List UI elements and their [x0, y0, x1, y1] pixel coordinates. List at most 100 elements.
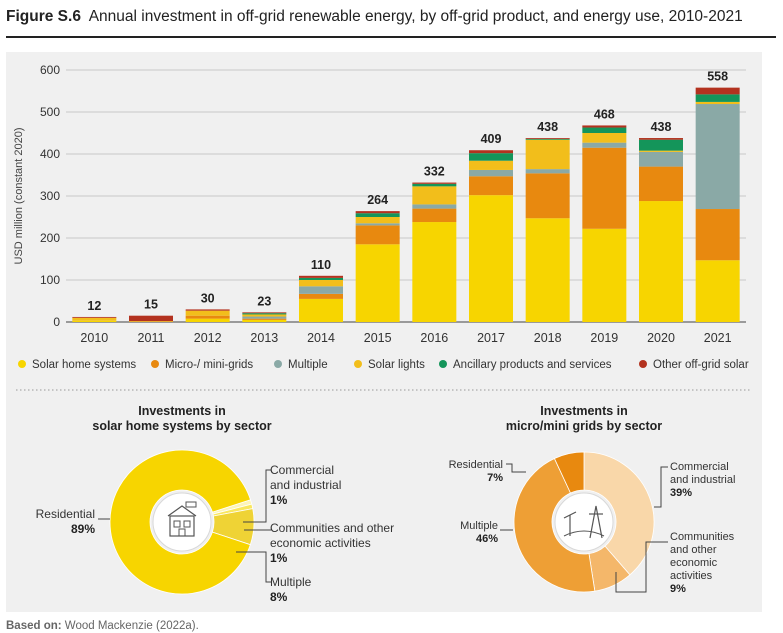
bar-segment: [299, 286, 343, 294]
bar-segment: [525, 173, 570, 219]
bar-segment: [412, 186, 457, 205]
bar-segment: [412, 222, 457, 322]
x-tick-label: 2014: [307, 331, 335, 345]
legend-swatch: [151, 360, 159, 368]
title-rule: [6, 36, 776, 38]
bar-segment: [695, 101, 740, 105]
bar-segment: [242, 312, 287, 314]
bar-total-label: 332: [424, 165, 445, 179]
bar-total-label: 468: [594, 107, 615, 121]
bar-segment: [185, 309, 230, 311]
legend-item-label: Micro-/ mini-grids: [165, 359, 253, 371]
donut-title-line: micro/mini grids by sector: [506, 419, 662, 433]
bar-segment: [299, 298, 343, 322]
bar-segment: [355, 244, 400, 322]
bar-total-label: 30: [201, 291, 215, 305]
bar-total-label: 264: [367, 193, 388, 207]
pylon-icon-body: [589, 505, 603, 539]
bar-segment: [242, 318, 287, 320]
y-tick-label: 300: [40, 189, 60, 203]
power-grid-icon: [563, 505, 605, 539]
solar-panel-icon: [185, 501, 197, 508]
figure-caption: Annual investment in off-grid renewable …: [88, 8, 743, 25]
legend-swatch: [439, 360, 447, 368]
bar-segment: [355, 211, 400, 214]
slice-value-label: 39%: [670, 487, 692, 499]
bar-segment: [639, 150, 683, 152]
bar-segment: [355, 213, 400, 217]
bar-total-label: 110: [311, 258, 331, 272]
legend-swatch: [18, 360, 26, 368]
source-label: Based on:: [6, 620, 62, 632]
bar-total-label: 558: [707, 70, 728, 84]
slice-value-label: 9%: [670, 583, 686, 595]
bar-segment: [469, 150, 513, 154]
donut-slice: [553, 451, 585, 494]
x-tick-label: 2011: [138, 331, 165, 345]
legend-item-label: Ancillary products and services: [453, 359, 612, 371]
bar-segment: [242, 313, 287, 315]
house-icon-door: [178, 528, 186, 537]
bar-segment: [355, 223, 400, 226]
bar-segment: [412, 208, 457, 223]
bar-segment: [412, 204, 457, 209]
bar-total-label: 438: [537, 120, 558, 134]
bar-segment: [582, 133, 627, 143]
bar-segment: [185, 310, 230, 316]
bar-segment: [72, 320, 117, 322]
bar-total-label: 409: [481, 132, 502, 146]
bar-segment: [582, 228, 627, 322]
bar-segment: [582, 142, 627, 148]
x-tick-label: 2017: [477, 331, 505, 345]
legend-item-label: Solar lights: [368, 359, 425, 371]
slice-label: Residential: [36, 507, 95, 521]
slice-label: Communities and other: [270, 521, 394, 535]
bar-segment: [639, 166, 683, 202]
donut-hole: [152, 492, 212, 552]
y-tick-label: 500: [40, 105, 60, 119]
y-tick-label: 600: [40, 63, 60, 77]
slice-label: Communities: [670, 531, 735, 543]
y-tick-label: 100: [40, 273, 60, 287]
bar-segment: [525, 138, 570, 139]
legend-swatch: [354, 360, 362, 368]
donut-title-line: Investments in: [540, 404, 628, 418]
slice-label: and industrial: [670, 474, 735, 486]
y-axis-label: USD million (constant 2020): [13, 128, 25, 265]
bar-segment: [639, 201, 683, 322]
bar-segment: [695, 94, 740, 102]
bar-segment: [72, 316, 117, 318]
slice-label: Commercial: [670, 461, 729, 473]
bar-total-label: 438: [651, 120, 672, 134]
slice-label: economic activities: [270, 536, 371, 550]
leader-line: [236, 551, 271, 583]
figure-number: Figure S.6: [6, 8, 81, 25]
x-tick-label: 2016: [420, 331, 448, 345]
bar-segment: [355, 217, 400, 224]
y-tick-label: 0: [53, 315, 60, 329]
legend-item-label: Solar home systems: [32, 359, 136, 371]
slice-label: Multiple: [270, 575, 312, 589]
bar-segment: [299, 277, 343, 280]
leader-line: [654, 466, 668, 508]
bar-segment: [639, 138, 683, 140]
bar-segment: [242, 314, 287, 317]
bar-segment: [639, 151, 683, 167]
slice-label: activities: [670, 570, 713, 582]
source-note: Based on: Wood Mackenzie (2022a).: [6, 620, 199, 632]
legend-swatch: [639, 360, 647, 368]
figure-title: Figure S.6 Annual investment in off-grid…: [6, 8, 776, 26]
donut-title-line: Investments in: [138, 404, 226, 418]
bar-segment: [242, 316, 287, 319]
slice-value-label: 46%: [476, 533, 498, 545]
y-tick-label: 400: [40, 147, 60, 161]
bar-segment: [469, 176, 513, 196]
bar-segment: [525, 169, 570, 174]
bar-segment: [185, 318, 230, 322]
bar-segment: [299, 293, 343, 299]
x-tick-label: 2010: [80, 331, 108, 345]
bar-segment: [582, 125, 627, 128]
leader-line: [615, 541, 668, 593]
